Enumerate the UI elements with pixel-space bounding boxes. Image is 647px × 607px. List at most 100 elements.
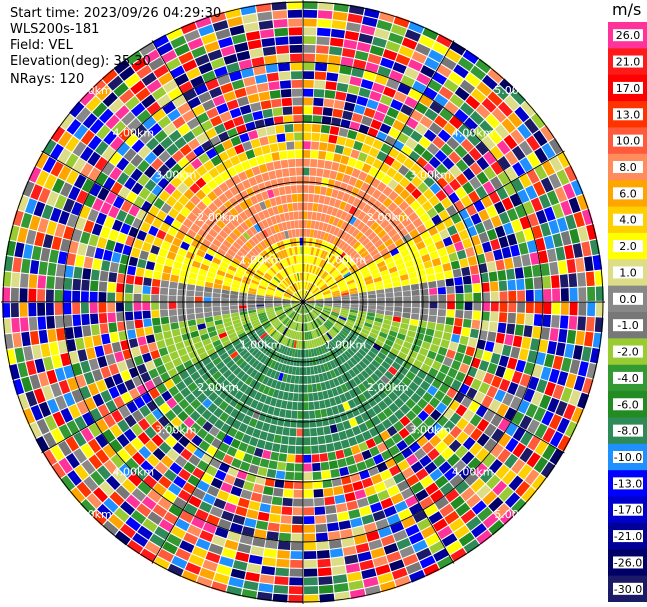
velocity-gate (312, 309, 320, 315)
velocity-gate (404, 260, 414, 268)
velocity-gate (92, 102, 108, 118)
velocity-gate (188, 325, 198, 333)
velocity-gate (286, 221, 292, 230)
velocity-gate (241, 526, 255, 537)
velocity-gate (289, 275, 295, 283)
velocity-gate (293, 294, 300, 300)
velocity-gate (201, 140, 213, 152)
velocity-gate (252, 537, 266, 548)
velocity-gate (411, 307, 420, 314)
velocity-gate (330, 312, 339, 318)
velocity-gate (201, 184, 212, 195)
velocity-gate (257, 310, 266, 315)
velocity-gate (349, 378, 358, 388)
velocity-gate (315, 54, 329, 63)
velocity-gate (368, 298, 377, 302)
velocity-gate (98, 292, 107, 302)
velocity-gate (410, 250, 421, 260)
velocity-gate (251, 456, 262, 466)
velocity-gate (131, 488, 146, 502)
velocity-gate (393, 183, 405, 195)
velocity-gate (306, 295, 313, 300)
velocity-gate (171, 404, 183, 416)
velocity-gate (257, 254, 265, 262)
velocity-gate (226, 359, 235, 369)
velocity-gate (435, 323, 445, 332)
velocity-gate (372, 272, 381, 279)
velocity-gate (226, 328, 236, 336)
velocity-gate (171, 328, 181, 337)
velocity-gate (249, 389, 258, 399)
velocity-gate (324, 214, 331, 224)
velocity-gate (272, 107, 283, 117)
velocity-gate (286, 257, 291, 266)
velocity-gate (305, 340, 308, 349)
velocity-gate (329, 170, 338, 180)
velocity-gate (273, 243, 280, 252)
velocity-gate (237, 543, 252, 554)
velocity-gate (304, 305, 308, 314)
velocity-gate (102, 161, 115, 176)
colorbar-tick-label: 21.0 (616, 56, 641, 69)
velocity-gate (226, 585, 242, 597)
velocity-gate (508, 302, 517, 313)
velocity-gate (549, 414, 562, 430)
velocity-gate (192, 104, 205, 117)
velocity-gate (291, 302, 299, 304)
velocity-gate (277, 334, 284, 343)
velocity-gate (415, 241, 426, 250)
instrument-label: WLS200s-181 (10, 22, 100, 37)
velocity-gate (247, 293, 256, 297)
velocity-gate (189, 183, 201, 194)
velocity-gate (303, 454, 312, 463)
velocity-gate (125, 96, 140, 111)
velocity-gate (253, 447, 264, 458)
velocity-gate (378, 526, 392, 538)
velocity-gate (120, 200, 133, 213)
velocity-gate (266, 531, 279, 541)
velocity-gate (392, 342, 402, 351)
velocity-gate (306, 273, 309, 281)
velocity-gate (380, 375, 390, 385)
velocity-gate (194, 296, 203, 302)
velocity-gate (451, 379, 462, 391)
velocity-gate (262, 108, 273, 119)
velocity-gate (226, 269, 236, 276)
velocity-gate (164, 337, 175, 347)
velocity-gate (405, 398, 416, 409)
velocity-gate (448, 341, 459, 352)
velocity-gate (274, 479, 285, 488)
velocity-gate (124, 302, 133, 312)
velocity-gate (286, 356, 292, 365)
velocity-gate (469, 110, 485, 125)
velocity-gate (448, 115, 463, 130)
velocity-gate (394, 238, 404, 248)
velocity-gate (319, 283, 327, 290)
velocity-gate (177, 410, 189, 422)
velocity-gate (362, 325, 372, 332)
velocity-gate (322, 334, 329, 343)
velocity-gate (229, 107, 242, 119)
velocity-gate (544, 206, 556, 222)
velocity-gate (165, 435, 178, 448)
velocity-gate (203, 433, 215, 445)
velocity-gate (51, 236, 62, 251)
velocity-gate (362, 390, 372, 400)
velocity-gate (159, 302, 168, 310)
velocity-gate (409, 228, 420, 239)
velocity-gate (314, 221, 320, 230)
velocity-gate (512, 426, 526, 442)
velocity-gate (157, 548, 174, 563)
velocity-gate (79, 90, 95, 106)
velocity-gate (309, 167, 317, 176)
velocity-gate (117, 448, 131, 463)
velocity-gate (137, 525, 153, 540)
velocity-gate (437, 247, 448, 257)
velocity-gate (332, 296, 341, 299)
velocity-gate (351, 168, 361, 178)
velocity-gate (423, 188, 435, 200)
velocity-gate (269, 267, 277, 275)
velocity-gate (271, 318, 279, 325)
velocity-gate (384, 283, 393, 289)
velocity-gate (499, 78, 515, 94)
